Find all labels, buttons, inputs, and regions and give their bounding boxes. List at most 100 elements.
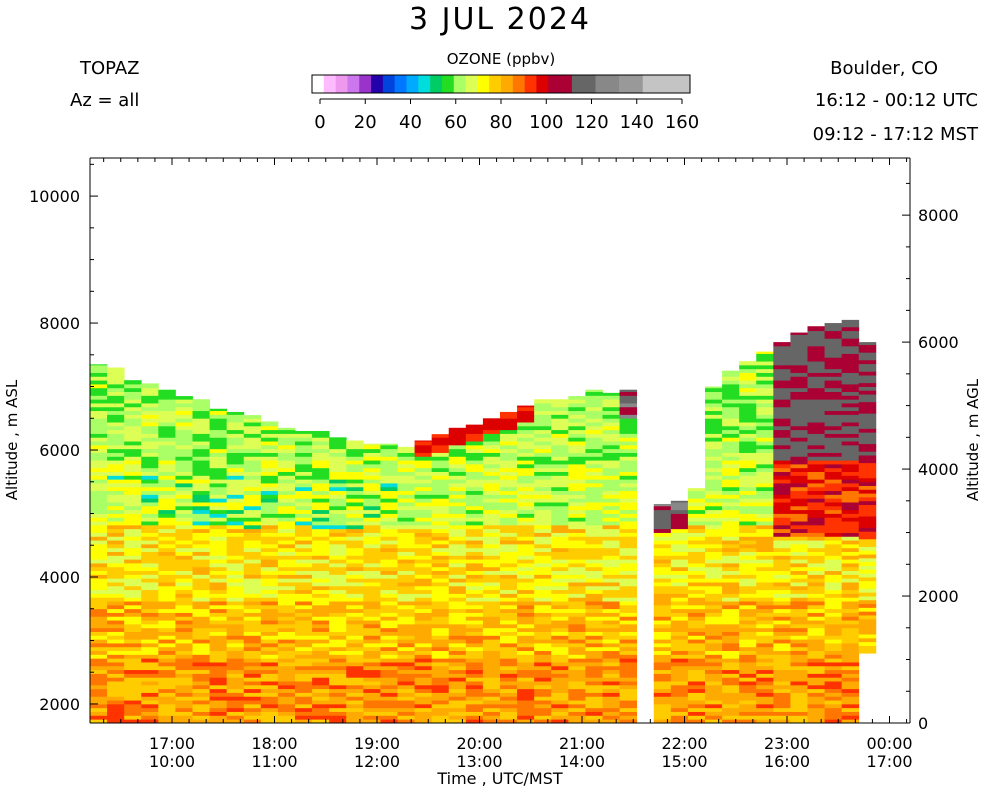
ozone-cell bbox=[500, 463, 518, 469]
ozone-cell bbox=[192, 620, 210, 625]
ozone-cell bbox=[500, 502, 518, 507]
ozone-cell bbox=[277, 563, 296, 568]
ozone-cell bbox=[722, 467, 740, 473]
ozone-cell bbox=[482, 711, 501, 716]
ozone-cell bbox=[209, 597, 228, 602]
ozone-cell bbox=[534, 460, 552, 465]
ozone-cell bbox=[141, 589, 159, 594]
ozone-cell bbox=[295, 513, 313, 518]
ozone-cell bbox=[482, 673, 501, 678]
ozone-cell bbox=[482, 601, 501, 606]
ozone-cell bbox=[517, 597, 535, 602]
ozone-cell bbox=[739, 574, 757, 579]
ozone-cell bbox=[653, 707, 672, 712]
ozone-cell bbox=[773, 513, 791, 518]
ozone-cell bbox=[277, 582, 296, 587]
ozone-cell bbox=[824, 623, 843, 629]
ozone-cell bbox=[107, 696, 125, 701]
ozone-cell bbox=[619, 684, 638, 690]
ozone-cell bbox=[107, 631, 125, 636]
ozone-profile bbox=[722, 370, 740, 724]
ozone-cell bbox=[277, 643, 296, 648]
ozone-cell bbox=[500, 669, 518, 674]
ozone-cell bbox=[465, 677, 484, 682]
ozone-cell bbox=[858, 599, 877, 605]
ozone-cell bbox=[500, 681, 518, 686]
ozone-cell bbox=[312, 460, 330, 465]
ozone-cell bbox=[226, 467, 245, 473]
ozone-cell bbox=[585, 673, 603, 678]
ozone-cell bbox=[756, 616, 774, 621]
ozone-cell bbox=[653, 566, 672, 572]
ozone-cell bbox=[807, 494, 825, 499]
ozone-cell bbox=[602, 669, 620, 674]
ozone-cell bbox=[500, 521, 518, 526]
ozone-cell bbox=[260, 688, 279, 693]
ozone-cell bbox=[124, 623, 142, 629]
ozone-cell bbox=[773, 658, 791, 663]
ozone-cell bbox=[807, 437, 825, 442]
ozone-cell bbox=[482, 528, 501, 533]
ozone-cell bbox=[517, 452, 535, 457]
ozone-cell bbox=[739, 448, 757, 453]
ozone-cell bbox=[465, 559, 484, 564]
ozone-cell bbox=[790, 452, 808, 457]
ozone-cell bbox=[346, 555, 364, 560]
ozone-cell bbox=[329, 662, 347, 667]
ozone-cell bbox=[465, 662, 484, 667]
ozone-cell bbox=[158, 601, 176, 606]
y-axis-label-left: Altitude , m ASL bbox=[3, 379, 21, 500]
ozone-cell bbox=[756, 414, 774, 419]
ozone-cell bbox=[551, 555, 569, 560]
ozone-cell bbox=[602, 639, 620, 644]
ozone-cell bbox=[260, 540, 279, 545]
ozone-cell bbox=[363, 669, 381, 674]
ozone-cell bbox=[260, 643, 279, 648]
ozone-cell bbox=[312, 681, 330, 686]
ozone-cell bbox=[534, 494, 552, 499]
ozone-cell bbox=[517, 631, 535, 636]
ozone-cell bbox=[397, 684, 415, 690]
ozone-cell bbox=[619, 707, 638, 712]
ozone-cell bbox=[739, 669, 757, 674]
ozone-cell bbox=[790, 338, 808, 343]
ozone-cell bbox=[841, 456, 860, 461]
ozone-cell bbox=[431, 434, 450, 438]
ozone-cell bbox=[380, 578, 398, 583]
ozone-cell bbox=[295, 524, 313, 530]
ozone-cell bbox=[107, 448, 125, 453]
ozone-cell bbox=[226, 643, 245, 648]
ozone-cell bbox=[500, 589, 518, 594]
ozone-cell bbox=[141, 620, 159, 625]
ozone-cell bbox=[534, 719, 552, 724]
ozone-cell bbox=[841, 483, 860, 488]
ozone-profile bbox=[397, 446, 415, 724]
ozone-cell bbox=[773, 444, 791, 450]
mst-range-label: 09:12 - 17:12 MST bbox=[812, 124, 978, 145]
ozone-cell bbox=[346, 631, 364, 636]
ozone-cell bbox=[465, 711, 484, 716]
ozone-cell bbox=[568, 467, 586, 473]
ozone-cell bbox=[824, 414, 843, 419]
ozone-cell bbox=[602, 433, 620, 438]
colorbar-segment bbox=[394, 75, 407, 93]
ozone-cell bbox=[619, 700, 638, 705]
ozone-cell bbox=[380, 715, 398, 720]
ozone-cell bbox=[260, 654, 279, 659]
ozone-cell bbox=[500, 650, 518, 655]
ozone-cell bbox=[517, 707, 535, 712]
ozone-cell bbox=[226, 635, 245, 640]
ozone-cell bbox=[517, 463, 535, 469]
ozone-cell bbox=[500, 597, 518, 602]
ozone-cell bbox=[465, 505, 484, 511]
ozone-cell bbox=[568, 456, 586, 461]
ozone-cell bbox=[790, 502, 808, 507]
ozone-cell bbox=[517, 673, 535, 678]
ozone-cell bbox=[380, 547, 398, 552]
ozone-cell bbox=[277, 604, 296, 610]
ozone-cell bbox=[687, 643, 706, 648]
ozone-cell bbox=[465, 524, 484, 530]
ozone-cell bbox=[277, 429, 296, 434]
ozone-cell bbox=[226, 547, 245, 552]
ozone-cell bbox=[773, 422, 791, 427]
